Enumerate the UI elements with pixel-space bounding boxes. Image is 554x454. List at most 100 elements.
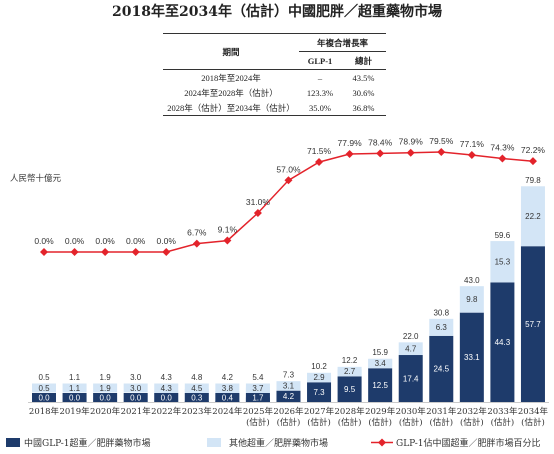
label-other-2025: 3.7: [252, 384, 264, 393]
share-label-2031: 79.5%: [429, 136, 454, 146]
cagr-row-glp1: 123.3%: [306, 87, 334, 98]
label-other-2019: 1.1: [69, 384, 81, 393]
bar-other-2031: [429, 318, 454, 336]
label-box-other-2029: [368, 358, 393, 368]
label-other-2027: 2.9: [313, 373, 325, 382]
label-other-2029: 3.4: [375, 359, 387, 368]
x-tick-label-2023: 2023年: [182, 406, 213, 417]
x-tick-label-year-2028: 2028年: [335, 406, 366, 417]
cagr-header-period: 期間: [163, 33, 299, 70]
x-tick-label-2018: 2018年: [29, 406, 60, 417]
bar-glp1-2027: [307, 382, 332, 402]
bar-glp1-2032: [459, 312, 484, 402]
x-tick-label-year-2022: 2022年: [151, 406, 182, 417]
share-marker-2028: [345, 150, 354, 159]
share-label-2022: 0.0%: [157, 236, 177, 246]
label-total-2025: 5.4: [252, 373, 264, 382]
bar-glp1-2031: [429, 335, 454, 402]
share-marker-2025: [253, 209, 262, 218]
x-tick-label-2026: 2026年(估計): [273, 406, 304, 428]
bar-glp1-2034: [520, 246, 545, 402]
cagr-row: 2024年至2028年（估計） 123.3% 30.6%: [163, 85, 386, 100]
share-label-2021: 0.0%: [126, 236, 146, 246]
share-label-2018: 0.0%: [34, 236, 54, 246]
bar-glp1-2026: [276, 390, 301, 402]
share-label-2023: 6.7%: [187, 228, 207, 238]
share-label-2030: 78.9%: [399, 137, 424, 147]
label-total-2027: 10.2: [311, 362, 327, 371]
share-line-group: 0.0% 0.0% 0.0% 0.0% 0.0% 6.7% 9.1% 31.0% 57.0% 71…: [34, 136, 545, 256]
x-tick-label-year-2021: 2021年: [121, 406, 152, 417]
share-marker-2030: [406, 148, 415, 157]
label-total-2018: 0.5: [38, 373, 50, 382]
y-axis-label: 人民幣十億元: [10, 173, 62, 184]
legend-share-marker: [378, 438, 386, 447]
label-other-2022: 4.3: [161, 384, 173, 393]
x-tick-label-2020: 2020年: [90, 406, 121, 417]
x-tick-label-2029: 2029年(估計): [365, 406, 396, 428]
label-total-2032: 43.0: [464, 276, 480, 285]
label-box-other-2018: [32, 383, 56, 393]
bar-label-group: 0.00.50.50.01.11.10.01.91.90.03.03.00.04…: [32, 176, 541, 402]
cagr-row: 2018年至2024年 – 43.5%: [163, 70, 386, 86]
bar-other-2032: [459, 286, 484, 313]
share-marker-2034: [528, 157, 537, 166]
label-box-glp1-2018: [32, 393, 56, 402]
bar-other-2030: [398, 342, 423, 356]
share-marker-2026: [284, 176, 293, 185]
label-other-2028: 2.7: [344, 367, 356, 376]
label-glp1-2028: 9.5: [344, 385, 356, 394]
x-tick-label-note-2029: (估計): [368, 417, 392, 428]
share-label-2034: 72.2%: [521, 145, 546, 155]
x-tick-label-note-2030: (估計): [399, 417, 423, 428]
cagr-header-glp1: GLP-1: [299, 51, 341, 70]
label-box-other-2020: [93, 383, 118, 393]
x-tick-label-2032: 2032年(估計): [457, 406, 488, 428]
label-other-2033: 15.3: [495, 258, 511, 267]
bar-other-2033: [490, 241, 515, 283]
x-tick-label-year-2027: 2027年: [304, 406, 335, 417]
x-tick-label-year-2025: 2025年: [243, 406, 274, 417]
label-total-2021: 3.0: [130, 373, 142, 382]
label-box-other-2023: [184, 383, 209, 393]
share-label-2024: 9.1%: [218, 225, 238, 235]
x-tick-label-note-2025: (估計): [246, 417, 270, 428]
label-total-2024: 4.2: [222, 373, 234, 382]
label-other-2030: 4.7: [405, 344, 417, 353]
label-box-other-2027: [307, 372, 332, 382]
label-box-glp1-2020: [93, 393, 118, 402]
label-box-glp1-2024: [215, 393, 240, 402]
x-tick-label-note-2026: (估計): [277, 417, 301, 428]
label-glp1-2023: 0.3: [191, 393, 203, 402]
label-glp1-2029: 12.5: [372, 381, 388, 390]
label-glp1-2022: 0.0: [161, 393, 173, 402]
label-total-2023: 4.8: [191, 373, 203, 382]
legend-share-label: GLP-1佔中國超重／肥胖市場百分比: [396, 437, 541, 449]
bar-glp1-2030: [398, 355, 423, 402]
label-glp1-2024: 0.4: [222, 393, 234, 402]
cagr-row-period: 2018年至2024年: [201, 72, 261, 83]
x-tick-label-year-2023: 2023年: [182, 406, 213, 417]
label-glp1-2031: 24.5: [433, 365, 449, 374]
share-label-2019: 0.0%: [65, 236, 85, 246]
cagr-header-row: 期間 年複合增長率: [163, 33, 387, 70]
cagr-subheader-row: GLP-1 總計: [163, 51, 387, 70]
share-marker-2032: [467, 151, 476, 160]
label-box-glp1-2019: [62, 393, 87, 402]
share-marker-2023: [192, 239, 201, 248]
cagr-row: 2028年（估計）至2034年（估計） 35.0% 36.8%: [163, 100, 387, 116]
share-marker-2031: [437, 147, 446, 156]
share-marker-2027: [315, 158, 324, 167]
label-glp1-2020: 0.0: [100, 393, 112, 402]
label-other-2021: 3.0: [130, 384, 142, 393]
bar-glp1-2033: [490, 282, 515, 402]
label-box-other-2025: [245, 383, 270, 393]
label-glp1-2021: 0.0: [130, 393, 142, 402]
cagr-row-period: 2024年至2028年（估計）: [184, 87, 278, 98]
x-tick-label-2034: 2034年(估計): [518, 406, 549, 428]
cagr-row-glp1: 35.0%: [299, 100, 341, 116]
label-other-2018: 0.5: [38, 384, 50, 393]
label-box-glp1-2025: [245, 393, 270, 402]
x-tick-label-group: 2018年 2019年 2020年 2021年 2022年 2023年 2024年 2025年…: [29, 406, 549, 428]
share-label-2032: 77.1%: [460, 139, 485, 149]
